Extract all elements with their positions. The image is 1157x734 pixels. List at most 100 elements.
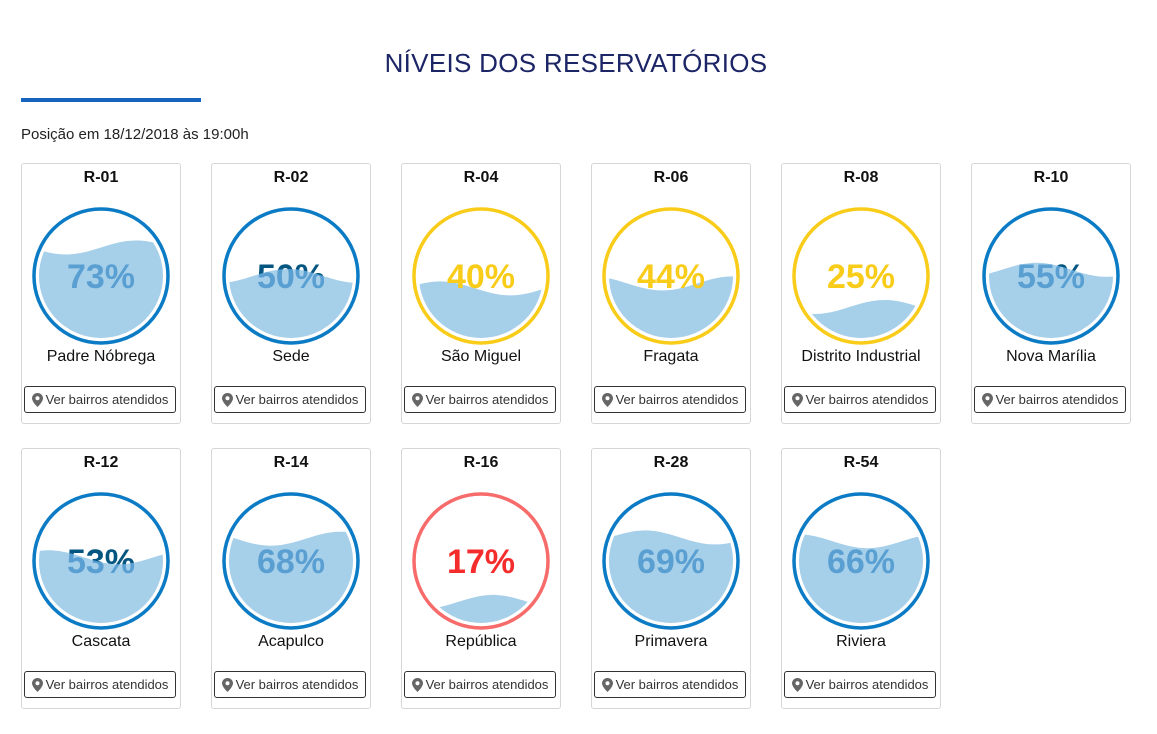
water-fill <box>229 531 353 623</box>
reservoir-card: R-04 40% São Miguel Ver bairros atendido… <box>401 163 561 424</box>
reservoir-card: R-02 50% Sede Ver bairros atendidos <box>211 163 371 424</box>
gauge-ring <box>602 492 740 630</box>
water-fill <box>989 262 1113 338</box>
reservoir-code: R-08 <box>843 169 879 186</box>
reservoir-card: R-54 66% Riviera Ver bairros atendidos <box>781 448 941 709</box>
reservoir-card: R-06 44% Fragata Ver bairros atendidos <box>591 163 751 424</box>
level-percent: 25% <box>827 258 895 296</box>
view-neighborhoods-button[interactable]: Ver bairros atendidos <box>404 386 556 413</box>
level-percent: 73% <box>67 258 135 296</box>
level-percent: 55% <box>1017 258 1085 296</box>
reservoir-card: R-08 25% Distrito Industrial Ver bairros… <box>781 163 941 424</box>
water-fill <box>799 534 923 623</box>
map-pin-icon <box>411 677 423 692</box>
reservoir-name: Cascata <box>71 633 131 650</box>
map-pin-icon <box>601 392 613 407</box>
reservoir-code: R-54 <box>843 454 879 471</box>
water-fill <box>419 594 543 623</box>
map-pin-icon <box>221 392 233 407</box>
level-gauge: 68% <box>222 492 360 630</box>
level-gauge: 55% <box>982 207 1120 345</box>
reservoir-name: São Miguel <box>440 348 522 365</box>
reservoir-code: R-28 <box>653 454 689 471</box>
reservoir-card: R-12 53% Cascata Ver bairros atendidos <box>21 448 181 709</box>
gauge-ring <box>602 207 740 345</box>
view-neighborhoods-button[interactable]: Ver bairros atendidos <box>784 671 936 698</box>
level-gauge: 66% <box>792 492 930 630</box>
page-title: NÍVEIS DOS RESERVATÓRIOS <box>384 48 768 78</box>
reservoir-code: R-04 <box>463 169 499 186</box>
position-timestamp: Posição em 18/12/2018 às 19:00h <box>21 126 249 143</box>
view-neighborhoods-button[interactable]: Ver bairros atendidos <box>214 671 366 698</box>
view-neighborhoods-button[interactable]: Ver bairros atendidos <box>214 386 366 413</box>
gauge-ring <box>792 492 930 630</box>
reservoir-code: R-16 <box>463 454 499 471</box>
reservoir-card: R-01 73% Padre Nóbrega Ver bairros atend… <box>21 163 181 424</box>
button-label: Ver bairros atendidos <box>235 392 359 407</box>
button-label: Ver bairros atendidos <box>235 677 359 692</box>
water-fill <box>229 269 353 338</box>
view-neighborhoods-button[interactable]: Ver bairros atendidos <box>784 386 936 413</box>
view-neighborhoods-button[interactable]: Ver bairros atendidos <box>594 671 746 698</box>
level-percent: 44% <box>637 258 705 296</box>
level-percent: 40% <box>447 258 515 296</box>
button-label: Ver bairros atendidos <box>45 392 169 407</box>
gauge-ring <box>222 492 360 630</box>
reservoir-code: R-10 <box>1033 169 1069 186</box>
level-gauge: 25% <box>792 207 930 345</box>
map-pin-icon <box>31 677 43 692</box>
button-label: Ver bairros atendidos <box>805 677 929 692</box>
map-pin-icon <box>791 392 803 407</box>
map-pin-icon <box>221 677 233 692</box>
reservoir-code: R-06 <box>653 169 689 186</box>
level-gauge: 17% <box>412 492 550 630</box>
level-gauge: 44% <box>602 207 740 345</box>
view-neighborhoods-button[interactable]: Ver bairros atendidos <box>404 671 556 698</box>
level-percent: 53% <box>67 543 135 581</box>
gauge-ring <box>32 492 170 630</box>
map-pin-icon <box>981 392 993 407</box>
water-fill <box>609 530 733 623</box>
level-gauge: 53% <box>32 492 170 630</box>
gauge-ring <box>792 207 930 345</box>
reservoir-name: República <box>445 633 517 650</box>
reservoir-name: Distrito Industrial <box>801 348 921 365</box>
view-neighborhoods-button[interactable]: Ver bairros atendidos <box>24 386 176 413</box>
view-neighborhoods-button[interactable]: Ver bairros atendidos <box>24 671 176 698</box>
reservoir-code: R-02 <box>273 169 309 186</box>
title-underline <box>21 98 201 102</box>
level-percent: 68% <box>257 543 325 581</box>
gauge-ring <box>222 207 360 345</box>
level-percent: 69% <box>637 543 705 581</box>
level-gauge: 69% <box>602 492 740 630</box>
button-label: Ver bairros atendidos <box>615 677 739 692</box>
button-label: Ver bairros atendidos <box>995 392 1119 407</box>
reservoir-card: R-28 69% Primavera Ver bairros atendidos <box>591 448 751 709</box>
reservoir-name: Nova Marília <box>1006 348 1096 365</box>
level-gauge: 40% <box>412 207 550 345</box>
button-label: Ver bairros atendidos <box>425 677 549 692</box>
reservoir-name: Acapulco <box>258 633 324 650</box>
reservoir-card: R-14 68% Acapulco Ver bairros atendidos <box>211 448 371 709</box>
map-pin-icon <box>601 677 613 692</box>
level-percent: 50% <box>257 258 325 296</box>
map-pin-icon <box>791 677 803 692</box>
button-label: Ver bairros atendidos <box>45 677 169 692</box>
reservoir-name: Sede <box>272 348 310 365</box>
button-label: Ver bairros atendidos <box>425 392 549 407</box>
gauge-ring <box>32 207 170 345</box>
level-percent: 17% <box>447 543 515 581</box>
map-pin-icon <box>31 392 43 407</box>
level-gauge: 73% <box>32 207 170 345</box>
view-neighborhoods-button[interactable]: Ver bairros atendidos <box>594 386 746 413</box>
view-neighborhoods-button[interactable]: Ver bairros atendidos <box>974 386 1126 413</box>
reservoir-name: Fragata <box>643 348 699 365</box>
reservoir-code: R-01 <box>83 169 119 186</box>
reservoir-card: R-16 17% República Ver bairros atendidos <box>401 448 561 709</box>
level-gauge: 50% <box>222 207 360 345</box>
reservoir-code: R-14 <box>273 454 309 471</box>
level-percent: 66% <box>827 543 895 581</box>
water-fill <box>39 240 163 338</box>
map-pin-icon <box>411 392 423 407</box>
reservoir-name: Riviera <box>836 633 886 650</box>
